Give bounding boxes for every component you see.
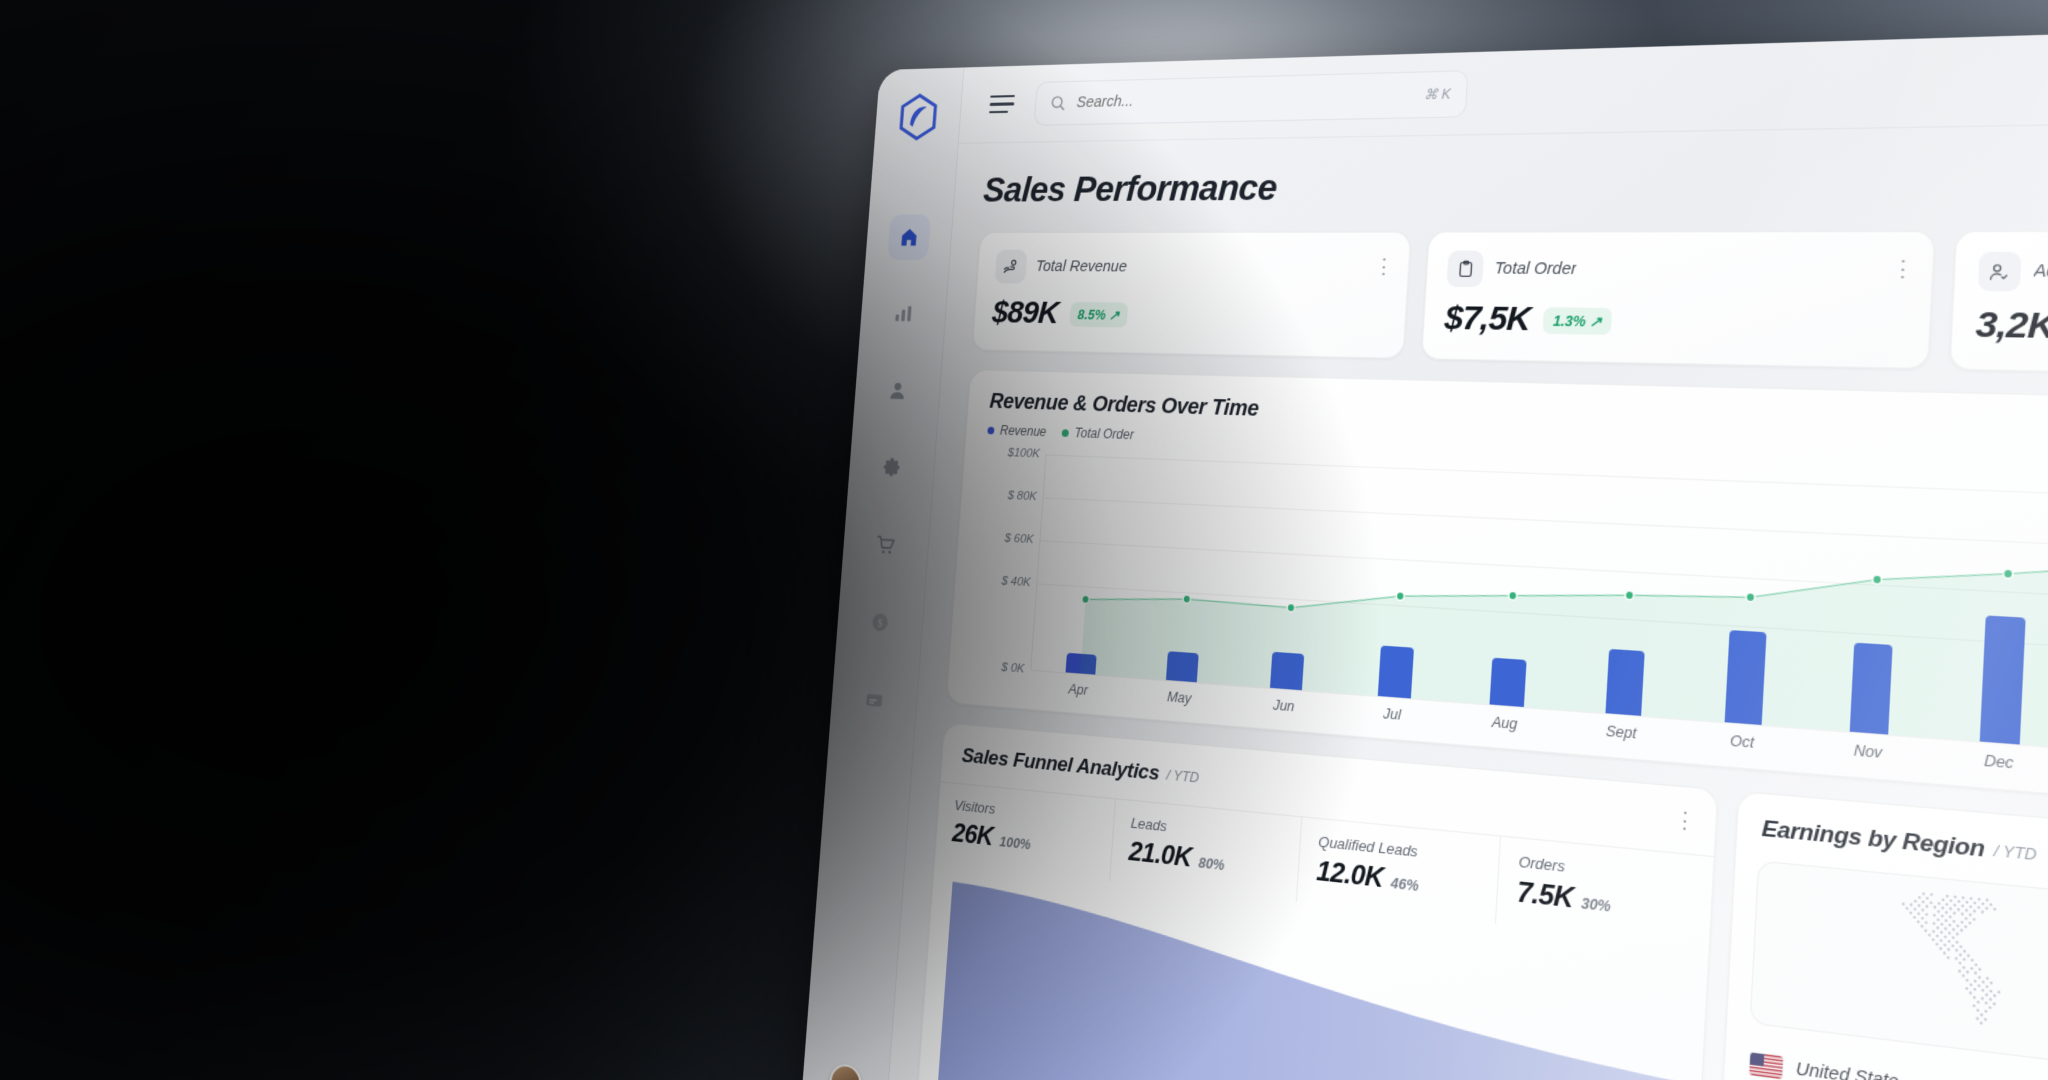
kpi-value: $7,5K xyxy=(1444,299,1532,339)
funnel-stat-percent: 46% xyxy=(1390,875,1419,894)
home-icon xyxy=(898,226,920,249)
kpi-label: Total Order xyxy=(1494,260,1577,279)
more-vertical-icon[interactable]: ⋮ xyxy=(1373,263,1389,275)
sidebar-item-reports[interactable] xyxy=(852,676,896,726)
card-icon xyxy=(863,688,885,713)
kpi-card-total-order[interactable]: Total Order ⋮ $7,5K 1.3% ↗ xyxy=(1421,231,1935,369)
y-tick-label: $ 40K xyxy=(1001,575,1031,590)
y-tick-label: $100K xyxy=(1007,447,1040,461)
svg-text:$: $ xyxy=(877,618,883,630)
x-tick-label: Jun xyxy=(1230,694,1337,718)
legend-item-revenue: Revenue xyxy=(987,422,1047,439)
sidebar-item-orders[interactable] xyxy=(864,521,908,569)
region-name: United State xyxy=(1795,1060,1899,1080)
more-vertical-icon[interactable]: ⋮ xyxy=(1673,815,1691,829)
clipboard-icon xyxy=(1447,251,1485,288)
user-icon xyxy=(886,379,908,402)
funnel-stat-value: 12.0K xyxy=(1315,856,1384,895)
chart-title: Revenue & Orders Over Time xyxy=(989,390,1260,423)
gear-icon xyxy=(880,456,902,480)
x-tick-label: May xyxy=(1128,686,1232,710)
sidebar-item-users[interactable] xyxy=(875,367,919,414)
funnel-stat-percent: 80% xyxy=(1198,855,1225,874)
sidebar-item-settings[interactable] xyxy=(869,444,913,492)
more-vertical-icon[interactable]: ⋮ xyxy=(1890,265,1908,278)
kpi-value: $89K xyxy=(991,295,1059,332)
kpi-card-total-revenue[interactable]: Total Revenue ⋮ $89K 8.5% ↗ xyxy=(972,231,1412,358)
panel-subtitle: / YTD xyxy=(1994,842,2038,864)
funnel-stat-value: 7.5K xyxy=(1516,876,1574,915)
funnel-stat-value: 21.0K xyxy=(1128,837,1193,875)
kpi-body: 3,2K +4.2% ↗ xyxy=(1975,305,2048,356)
kpi-label: Activite Cost xyxy=(2033,262,2048,283)
app-logo[interactable] xyxy=(897,95,939,139)
kpi-header: Total Revenue ⋮ xyxy=(995,250,1390,287)
x-tick-label: Jul xyxy=(1337,702,1448,727)
x-tick-label: Dec xyxy=(1932,748,2048,776)
main-area: ⌘ K Sales Performance xyxy=(885,18,2048,1080)
kpi-header: Total Order ⋮ xyxy=(1447,251,1910,291)
chart-title-block: Revenue & Orders Over Time Revenue Total… xyxy=(987,390,1259,447)
search-bar[interactable]: ⌘ K xyxy=(1034,70,1469,126)
legend-label: Total Order xyxy=(1074,425,1134,442)
search-input[interactable] xyxy=(1076,86,1413,111)
kpi-label: Total Revenue xyxy=(1035,258,1127,275)
kpi-value: 3,2K xyxy=(1975,305,2048,348)
shopping-cart-icon xyxy=(875,533,897,557)
hamburger-menu-icon[interactable] xyxy=(989,95,1015,113)
topbar: ⌘ K xyxy=(959,18,2048,144)
chart-legend: Revenue Total Order xyxy=(987,422,1257,446)
flag-us-icon xyxy=(1749,1052,1783,1079)
x-tick-label: Oct xyxy=(1681,729,1805,756)
hexagon-logo-icon xyxy=(897,93,939,141)
kpi-header: Activite Cost ⋮ xyxy=(1977,252,2048,296)
user-check-icon xyxy=(1977,252,2021,292)
x-tick-label: Aug xyxy=(1447,711,1562,736)
panel-subtitle: / YTD xyxy=(1166,767,1200,786)
x-tick-label: Apr xyxy=(1029,678,1129,701)
sales-funnel-panel: Sales Funnel Analytics / YTD ⋮ Visitors 2… xyxy=(912,722,1718,1080)
panel-title: Earnings by Region xyxy=(1761,816,1985,864)
x-tick-label: Nov xyxy=(1804,738,1933,765)
sidebar-item-home[interactable] xyxy=(887,214,931,260)
y-tick-label: $ 0K xyxy=(1001,661,1025,676)
y-tick-label: $ 60K xyxy=(1004,532,1034,546)
y-tick-label: $ 80K xyxy=(1007,489,1037,503)
funnel-stat-percent: 30% xyxy=(1581,895,1612,915)
dashboard-app-window: $ xyxy=(800,18,2048,1080)
kpi-body: $7,5K 1.3% ↗ xyxy=(1444,299,1907,345)
page-content: Sales Performance Total Revenue xyxy=(885,116,2048,1080)
kpi-card-activite-cost[interactable]: Activite Cost ⋮ 3,2K +4.2% ↗ xyxy=(1949,230,2048,381)
perspective-scene: $ xyxy=(880,70,2048,1080)
sidebar-item-analytics[interactable] xyxy=(881,291,925,337)
funnel-stat-percent: 100% xyxy=(999,834,1031,853)
page-title: Sales Performance xyxy=(982,152,2048,211)
search-shortcut-hint: ⌘ K xyxy=(1423,85,1451,102)
dollar-coin-icon: $ xyxy=(869,610,891,635)
bar-chart-icon xyxy=(892,302,914,325)
search-icon xyxy=(1049,94,1067,112)
funnel-stat-value: 26K xyxy=(951,818,994,853)
kpi-card-row: Total Revenue ⋮ $89K 8.5% ↗ xyxy=(972,230,2048,381)
avatar[interactable] xyxy=(828,1062,862,1080)
earnings-by-region-panel: Earnings by Region / YTD United State$35… xyxy=(1711,791,2048,1080)
revenue-hand-icon xyxy=(995,250,1028,284)
sidebar-item-payments[interactable]: $ xyxy=(858,598,902,647)
kpi-delta-badge: 1.3% ↗ xyxy=(1543,307,1612,335)
panel-title: Sales Funnel Analytics xyxy=(961,744,1160,786)
legend-item-total-order: Total Order xyxy=(1061,425,1134,443)
kpi-delta-badge: 8.5% ↗ xyxy=(1069,301,1128,326)
x-tick-label: Sept xyxy=(1562,719,1682,745)
legend-dot-revenue xyxy=(987,426,994,434)
screenshot-stage: $ xyxy=(0,0,2048,1080)
legend-label: Revenue xyxy=(999,423,1046,439)
kpi-body: $89K 8.5% ↗ xyxy=(991,295,1387,337)
legend-dot-total-order xyxy=(1062,429,1069,437)
